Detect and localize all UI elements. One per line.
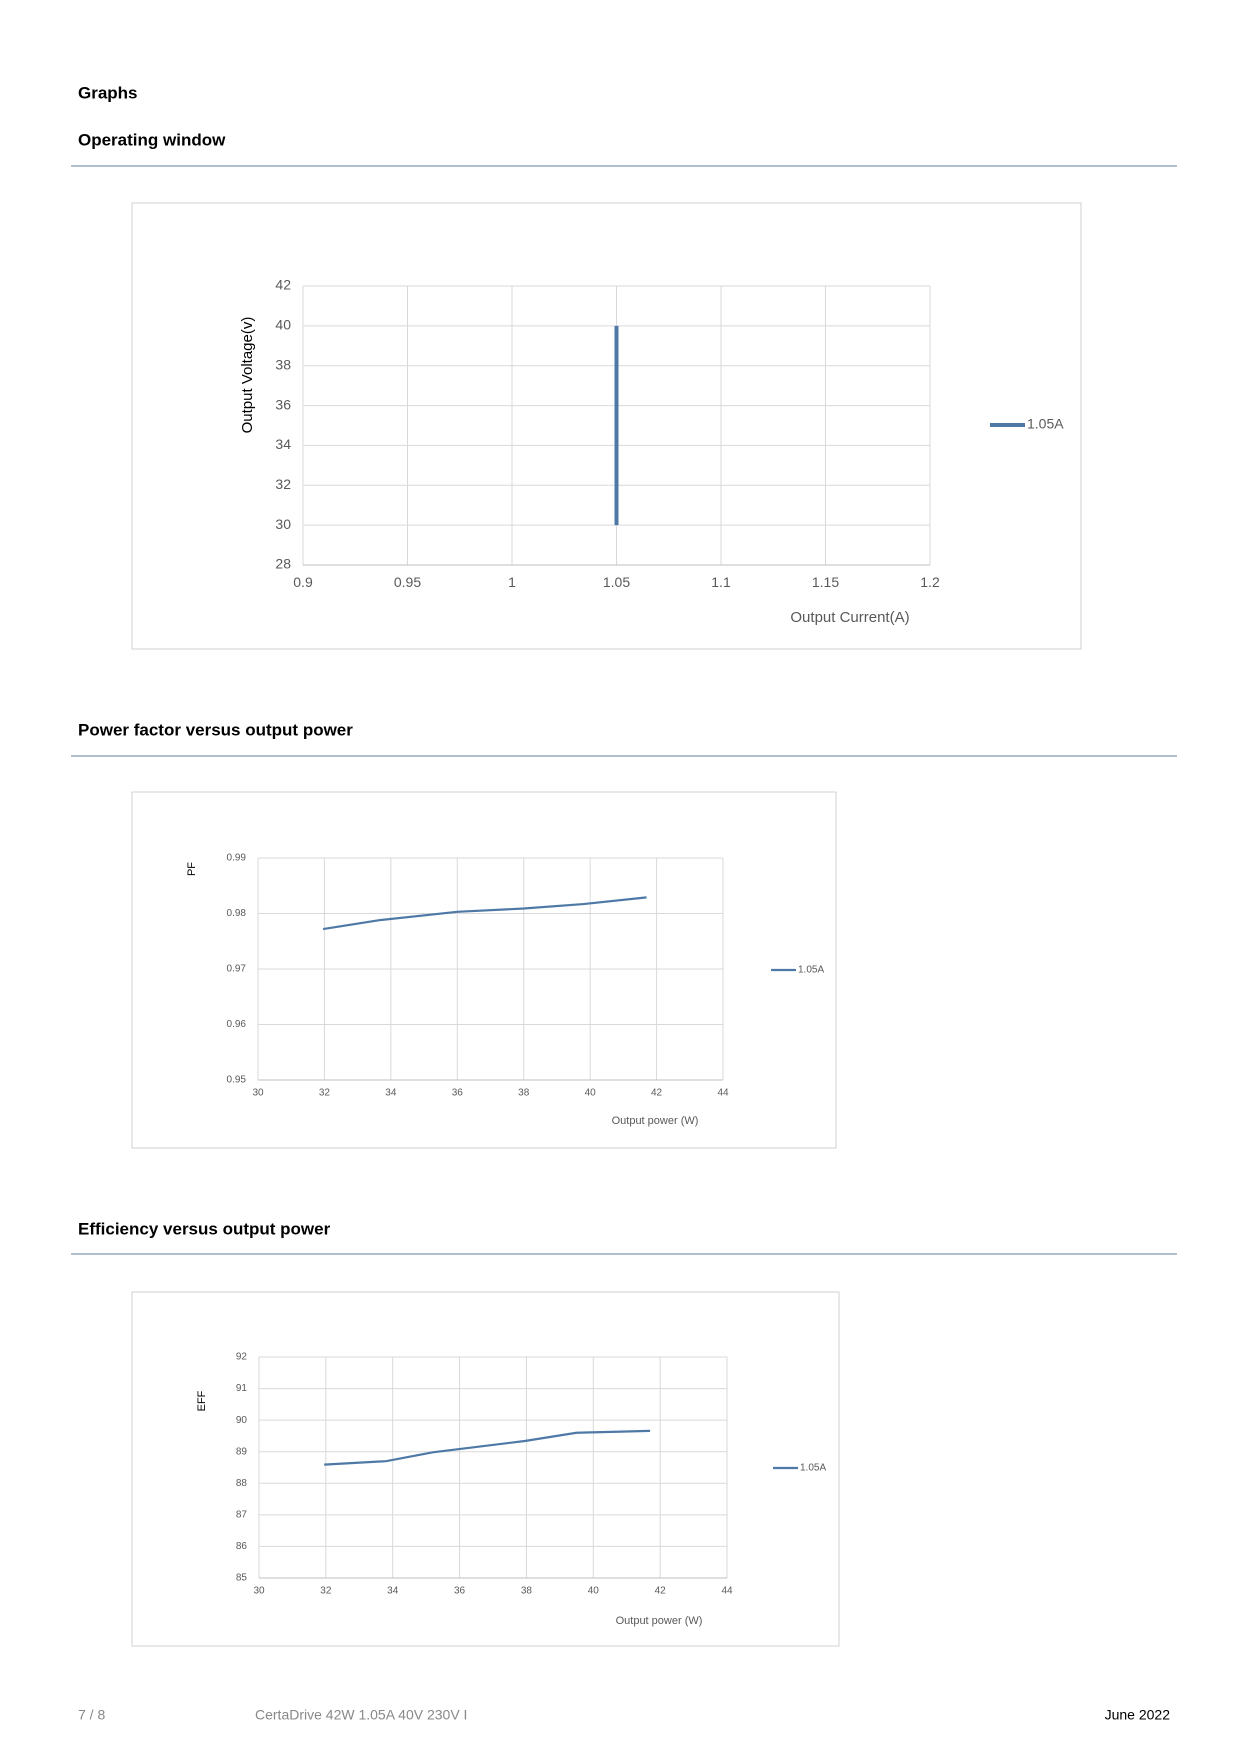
y-axis-label: EFF	[196, 1390, 208, 1411]
y-tick-label: 91	[236, 1383, 248, 1394]
y-tick-label: 38	[275, 356, 291, 372]
x-tick-label: 44	[721, 1586, 733, 1597]
x-tick-label: 30	[253, 1586, 265, 1597]
page-number: 7 / 8	[78, 1707, 105, 1723]
x-tick-label: 1.2	[920, 574, 940, 590]
y-tick-label: 85	[236, 1573, 248, 1584]
y-tick-label: 42	[275, 277, 291, 293]
x-axis-label: Output power (W)	[612, 1115, 699, 1127]
y-tick-label: 30	[275, 516, 291, 532]
y-tick-label: 32	[275, 476, 291, 492]
y-axis-label: PF	[186, 862, 198, 876]
product-name: CertaDrive 42W 1.05A 40V 230V I	[255, 1707, 467, 1723]
section-title: Efficiency versus output power	[78, 1219, 331, 1238]
y-tick-label: 88	[236, 1478, 248, 1489]
y-tick-label: 0.96	[227, 1019, 247, 1030]
x-tick-label: 32	[320, 1586, 332, 1597]
series-line	[324, 1429, 651, 1466]
y-tick-label: 0.98	[227, 908, 247, 919]
y-tick-label: 89	[236, 1446, 248, 1457]
x-tick-label: 36	[454, 1586, 466, 1597]
x-tick-label: 34	[385, 1088, 397, 1099]
series-line	[322, 896, 647, 931]
y-tick-label: 86	[236, 1541, 248, 1552]
y-tick-label: 0.99	[227, 853, 247, 864]
y-axis-label: Output Voltage(v)	[239, 317, 256, 434]
x-tick-label: 38	[521, 1586, 533, 1597]
y-tick-label: 87	[236, 1509, 248, 1520]
x-axis-label: Output Current(A)	[790, 609, 909, 626]
chart-frame	[131, 202, 1082, 650]
x-tick-label: 42	[655, 1586, 667, 1597]
x-tick-label: 1.1	[711, 574, 731, 590]
x-tick-label: 0.95	[394, 574, 421, 590]
x-tick-label: 38	[518, 1088, 530, 1099]
x-tick-label: 32	[319, 1088, 331, 1099]
y-tick-label: 90	[236, 1415, 248, 1426]
y-tick-label: 0.97	[227, 964, 247, 975]
page-heading: Graphs	[78, 83, 138, 102]
y-tick-label: 28	[275, 556, 291, 572]
y-tick-label: 36	[275, 396, 291, 412]
legend-label: 1.05A	[798, 965, 824, 976]
legend-label: 1.05A	[800, 1463, 826, 1474]
x-tick-label: 40	[585, 1088, 597, 1099]
x-axis-label: Output power (W)	[616, 1615, 703, 1627]
y-tick-label: 92	[236, 1352, 248, 1363]
chart-frame	[131, 1291, 840, 1647]
x-tick-label: 42	[651, 1088, 663, 1099]
date: June 2022	[1105, 1707, 1171, 1723]
x-tick-label: 44	[717, 1088, 729, 1099]
y-tick-label: 40	[275, 317, 291, 333]
x-tick-label: 34	[387, 1586, 399, 1597]
chart-frame	[131, 791, 837, 1149]
x-tick-label: 30	[252, 1088, 264, 1099]
y-tick-label: 34	[275, 436, 291, 452]
x-tick-label: 36	[452, 1088, 464, 1099]
section-title: Operating window	[78, 130, 226, 149]
x-tick-label: 1.15	[812, 574, 839, 590]
x-tick-label: 1	[508, 574, 516, 590]
legend-label: 1.05A	[1027, 416, 1064, 432]
x-tick-label: 0.9	[293, 574, 313, 590]
section-title: Power factor versus output power	[78, 720, 353, 739]
y-tick-label: 0.95	[227, 1075, 247, 1086]
x-tick-label: 1.05	[603, 574, 630, 590]
x-tick-label: 40	[588, 1586, 600, 1597]
